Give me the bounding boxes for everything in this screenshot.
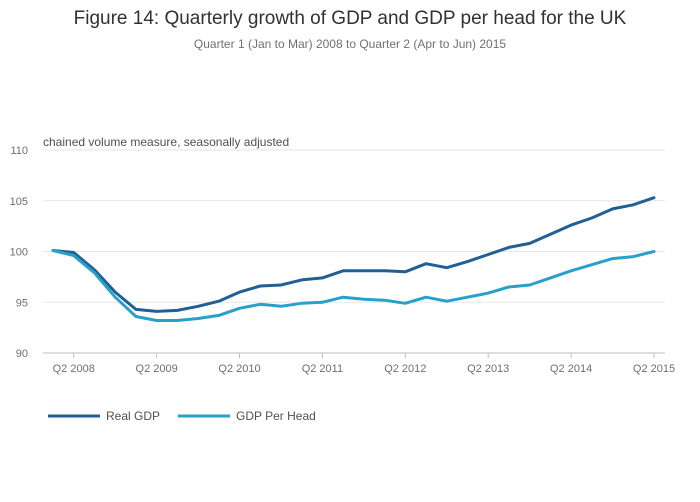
x-axis: Q2 2008 Q2 2009 Q2 2010 Q2 2011 Q2 2012 Q2 20…: [53, 353, 675, 375]
y-tick-label: 90: [16, 348, 28, 360]
x-tick-label: Q2 2015: [633, 363, 675, 375]
x-tick-label: Q2 2009: [136, 363, 178, 375]
chart-subtitle: Quarter 1 (Jan to Mar) 2008 to Quarter 2…: [193, 37, 507, 51]
series-line-real-gdp: [51, 196, 656, 313]
x-tick-label: Q2 2014: [550, 363, 592, 375]
legend: Real GDP GDP Per Head: [48, 409, 316, 423]
x-tick-label: Q2 2011: [302, 363, 343, 375]
series-lines: [51, 196, 656, 322]
y-axis: 90 95 100 105 110: [10, 145, 28, 360]
y-axis-label: chained volume measure, seasonally adjus…: [43, 135, 289, 149]
x-tick-label: Q2 2012: [384, 363, 426, 375]
y-tick-label: 105: [10, 196, 28, 208]
x-tick-label: Q2 2013: [467, 363, 509, 375]
x-tick-label: Q2 2008: [53, 363, 95, 375]
chart-title: Figure 14: Quarterly growth of GDP and G…: [73, 8, 627, 29]
y-tick-label: 100: [10, 247, 28, 259]
y-tick-label: 110: [10, 145, 28, 157]
series-line-gdp-per-head: [51, 249, 656, 322]
legend-label: Real GDP: [106, 409, 160, 423]
x-tick-label: Q2 2010: [218, 363, 260, 375]
gridlines: [43, 149, 665, 354]
y-tick-label: 95: [16, 297, 28, 309]
legend-label: GDP Per Head: [236, 409, 316, 423]
